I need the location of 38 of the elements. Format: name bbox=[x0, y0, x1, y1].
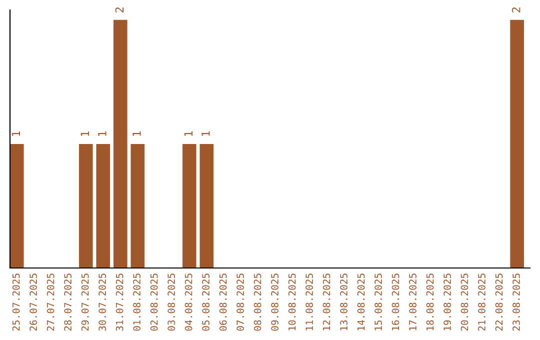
x-tick-label: 26.07.2025 bbox=[30, 274, 37, 331]
x-tick-label: 06.08.2025 bbox=[219, 274, 227, 331]
x-tick-label: 16.08.2025 bbox=[392, 274, 400, 330]
x-tick-label: 18.08.2025 bbox=[426, 274, 434, 330]
x-tick-label: 10.08.2025 bbox=[288, 274, 296, 330]
x-tick-label: 17.08.2025 bbox=[409, 274, 416, 330]
x-tick-label: 14.08.2025 bbox=[357, 274, 365, 330]
x-tick-label: 22.08.2025 bbox=[495, 274, 503, 331]
x-tick-label: 05.08.2025 bbox=[202, 274, 210, 331]
data-label: 1 bbox=[12, 131, 20, 136]
x-tick-label: 23.08.2025 bbox=[512, 274, 520, 331]
x-tick-label: 25.07.2025 bbox=[12, 274, 20, 331]
x-tick-label: 30.07.2025 bbox=[98, 274, 106, 331]
x-tick-label: 21.08.2025 bbox=[478, 274, 486, 331]
data-label: 1 bbox=[202, 131, 210, 136]
x-tick-label: 08.08.2025 bbox=[254, 274, 262, 331]
x-tick-label: 29.07.2025 bbox=[81, 274, 89, 331]
data-label: 1 bbox=[80, 131, 89, 136]
x-tick-label: 15.08.2025 bbox=[374, 274, 382, 330]
x-tick-label: 12.08.2025 bbox=[322, 274, 330, 330]
x-tick-label: 03.08.2025 bbox=[168, 274, 175, 331]
data-label: 1 bbox=[184, 131, 192, 136]
x-tick-label: 31.07.2025 bbox=[116, 274, 124, 331]
x-tick-label: 09.08.2025 bbox=[271, 274, 278, 331]
x-tick-label: 13.08.2025 bbox=[340, 274, 348, 330]
x-tick-label: 20.08.2025 bbox=[460, 274, 468, 331]
data-label: 2 bbox=[115, 7, 124, 12]
x-tick-label: 07.08.2025 bbox=[236, 274, 244, 331]
data-label: 1 bbox=[98, 131, 106, 136]
x-tick-label: 02.08.2025 bbox=[150, 274, 158, 331]
data-label: 2 bbox=[512, 7, 520, 12]
x-tick-label: 19.08.2025 bbox=[444, 274, 451, 330]
data-label: 1 bbox=[132, 131, 141, 136]
x-tick-label: 28.07.2025 bbox=[64, 274, 72, 331]
x-tick-label: 01.08.2025 bbox=[133, 274, 140, 331]
x-tick-label: 11.08.2025 bbox=[306, 274, 313, 330]
x-tick-label: 04.08.2025 bbox=[184, 274, 192, 331]
x-tick-label: 27.07.2025 bbox=[46, 274, 54, 331]
